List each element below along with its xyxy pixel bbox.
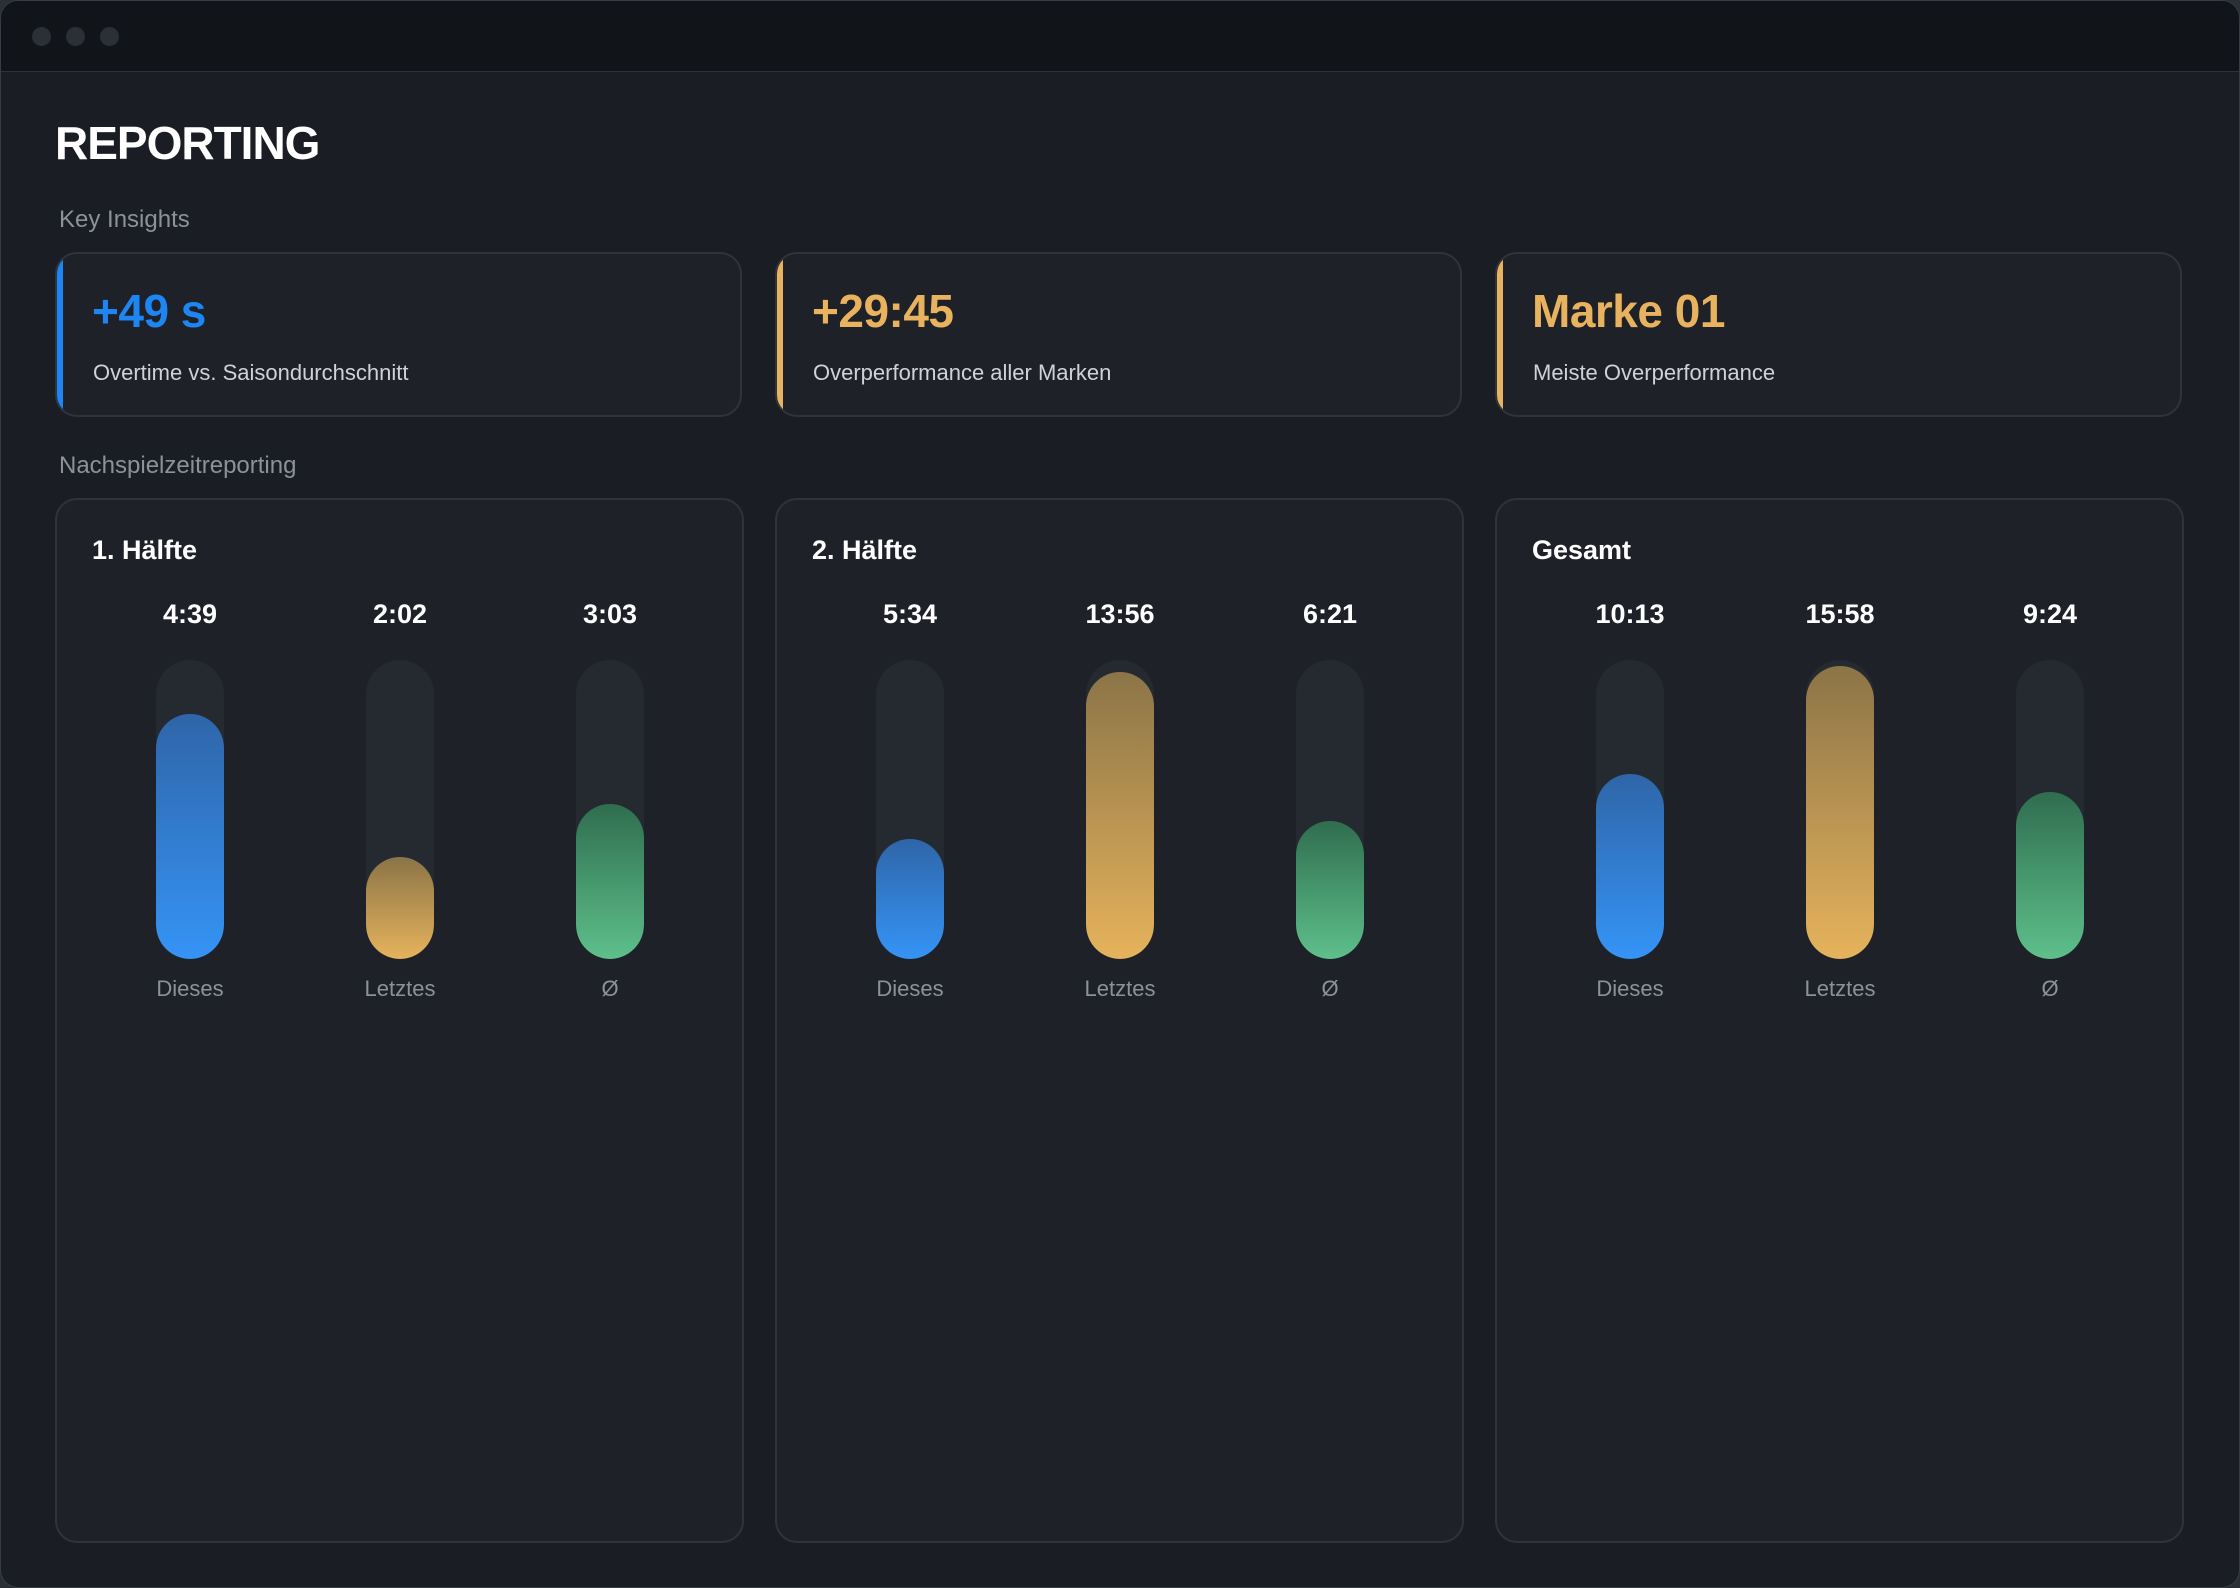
bar-fill: [156, 714, 224, 959]
insight-accent-bar: [1497, 254, 1503, 415]
bar-value-label: 6:21: [1302, 599, 1358, 629]
insight-accent-bar: [777, 254, 783, 415]
chart-title: Gesamt: [1532, 535, 1632, 565]
insight-description: Overperformance aller Marken: [813, 360, 1112, 385]
insight-card-overtime: +49 s Overtime vs. Saisondurchschnitt: [55, 252, 742, 417]
bar-category-label: Ø: [601, 976, 619, 1001]
bar-fill: [876, 839, 944, 959]
bar-category-label: Ø: [1321, 976, 1339, 1001]
bar-category-label: Dieses: [1596, 976, 1664, 1001]
bar-value-label: 15:58: [1805, 599, 1875, 629]
bar-track: [1086, 660, 1154, 959]
bar-fill: [1596, 774, 1664, 959]
chart-card-total: Gesamt 10:13 Dieses 15:58 Letztes 9:24 Ø: [1495, 498, 2184, 1543]
chart-title: 2. Hälfte: [812, 535, 918, 565]
bar-track: [876, 660, 944, 959]
bar-category-label: Letztes: [1804, 976, 1876, 1001]
bar-value-label: 5:34: [882, 599, 938, 629]
insight-description: Overtime vs. Saisondurchschnitt: [93, 360, 409, 385]
chart-card-first-half: 1. Hälfte 4:39 Dieses 2:02 Letztes 3:03 Ø: [55, 498, 744, 1543]
chart-card-second-half: 2. Hälfte 5:34 Dieses 13:56 Letztes 6:21 Ø: [775, 498, 1464, 1543]
bar-track: [2016, 660, 2084, 959]
main-content: REPORTING Key Insights +49 s Overtime vs…: [1, 72, 2239, 1587]
bar-track: [156, 660, 224, 959]
title-bar: [1, 1, 2239, 72]
bar-value-label: 4:39: [162, 599, 218, 629]
key-insights-label: Key Insights: [59, 206, 190, 233]
insight-value: +49 s: [92, 285, 206, 337]
chart-title: 1. Hälfte: [92, 535, 198, 565]
bar-category-label: Ø: [2041, 976, 2059, 1001]
page-title: REPORTING: [55, 117, 320, 169]
insight-description: Meiste Overperformance: [1533, 360, 1776, 385]
bar-track: [1596, 660, 1664, 959]
bar-track: [576, 660, 644, 959]
bar-category-label: Dieses: [156, 976, 224, 1001]
bar-fill: [576, 804, 644, 959]
bar-category-label: Letztes: [364, 976, 436, 1001]
bar-value-label: 10:13: [1595, 599, 1665, 629]
insight-card-top-brand: Marke 01 Meiste Overperformance: [1495, 252, 2182, 417]
insight-value: +29:45: [812, 285, 954, 337]
bar-track: [1806, 660, 1874, 959]
bar-value-label: 9:24: [2022, 599, 2078, 629]
bar-value-label: 2:02: [372, 599, 428, 629]
bar-category-label: Dieses: [876, 976, 944, 1001]
bar-fill: [1296, 821, 1364, 959]
maximize-window-dot[interactable]: [100, 27, 119, 46]
bar-category-label: Letztes: [1084, 976, 1156, 1001]
bar-fill: [2016, 792, 2084, 959]
bar-fill: [1086, 672, 1154, 959]
bar-track: [366, 660, 434, 959]
insight-value: Marke 01: [1532, 285, 1725, 337]
bar-track: [1296, 660, 1364, 959]
insight-card-overperformance: +29:45 Overperformance aller Marken: [775, 252, 1462, 417]
bar-value-label: 3:03: [582, 599, 638, 629]
bar-fill: [366, 857, 434, 959]
nachspielzeit-label: Nachspielzeitreporting: [59, 452, 297, 479]
close-window-dot[interactable]: [32, 27, 51, 46]
bar-fill: [1806, 666, 1874, 959]
insight-accent-bar: [57, 254, 63, 415]
bar-value-label: 13:56: [1085, 599, 1155, 629]
minimize-window-dot[interactable]: [66, 27, 85, 46]
